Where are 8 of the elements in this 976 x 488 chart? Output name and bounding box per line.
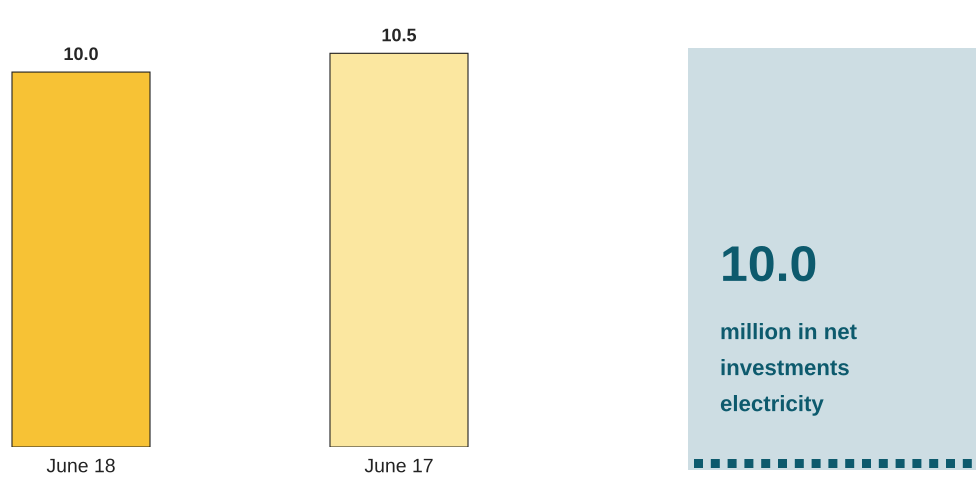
text: million in net: [721, 323, 857, 340]
text: 10.0: [723, 246, 816, 282]
data-label: 10.5: [382, 28, 416, 42]
data-label: 10.0: [64, 47, 98, 60]
x-tick-label: June 18: [46, 458, 115, 472]
x-tick-label: June 17: [364, 458, 433, 472]
text: investments: [722, 359, 849, 376]
text: electricity: [720, 395, 824, 416]
